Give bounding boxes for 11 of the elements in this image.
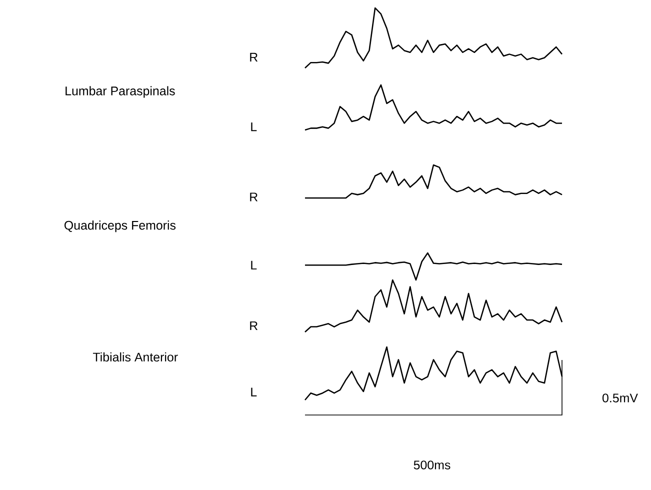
y-axis-title: L xyxy=(251,260,257,270)
text: Lumbar Paraspinals xyxy=(66,86,175,98)
y-axis-title: L xyxy=(251,388,257,396)
text: Quadriceps Femoris xyxy=(64,220,176,232)
text: 0.5mV xyxy=(602,394,638,402)
y-axis-title: R xyxy=(250,321,258,330)
text: Tibialis Anterior xyxy=(92,352,178,362)
y-axis-title: R xyxy=(250,52,258,62)
text: 500ms xyxy=(414,460,450,470)
y-axis-title: R xyxy=(250,192,258,202)
y-axis-title: L xyxy=(251,122,257,132)
